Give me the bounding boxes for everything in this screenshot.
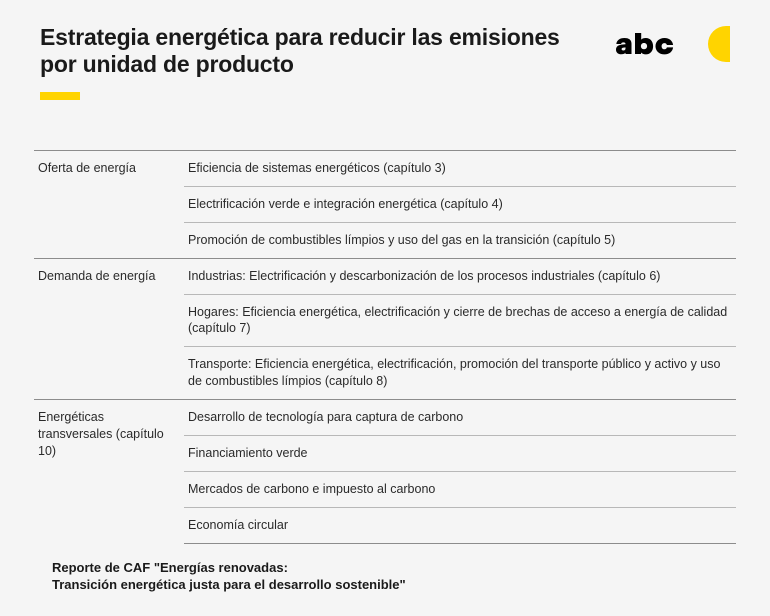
brand-logo — [616, 26, 730, 62]
item-cell: Transporte: Eficiencia energética, elect… — [184, 347, 736, 400]
item-cell: Industrias: Electrificación y descarboni… — [184, 258, 736, 294]
table-body: Oferta de energía Eficiencia de sistemas… — [34, 151, 736, 544]
item-cell: Desarrollo de tecnología para captura de… — [184, 400, 736, 436]
table-row: Oferta de energía Eficiencia de sistemas… — [34, 151, 736, 187]
page-title: Estrategia energética para reducir las e… — [40, 24, 590, 78]
source-line-1: Reporte de CAF "Energías renovadas: — [52, 559, 730, 577]
item-cell: Mercados de carbono e impuesto al carbon… — [184, 471, 736, 507]
item-cell: Promoción de combustibles límpios y uso … — [184, 222, 736, 258]
title-block: Estrategia energética para reducir las e… — [40, 24, 590, 100]
accent-bar — [40, 92, 80, 100]
item-cell: Eficiencia de sistemas energéticos (capí… — [184, 151, 736, 187]
category-cell: Demanda de energía — [34, 258, 184, 399]
category-cell: Energéticas transversales (capítulo 10) — [34, 400, 184, 544]
category-cell: Oferta de energía — [34, 151, 184, 259]
source-line-2: Transición energética justa para el desa… — [52, 576, 730, 594]
abc-logo-icon — [616, 30, 702, 58]
item-cell: Financiamiento verde — [184, 435, 736, 471]
table-row: Demanda de energía Industrias: Electrifi… — [34, 258, 736, 294]
infographic-canvas: Estrategia energética para reducir las e… — [0, 0, 770, 616]
header: Estrategia energética para reducir las e… — [40, 24, 730, 100]
item-cell: Economía circular — [184, 507, 736, 543]
footer: Reporte de CAF "Energías renovadas: Tran… — [52, 559, 730, 594]
item-cell: Electrificación verde e integración ener… — [184, 186, 736, 222]
item-cell: Hogares: Eficiencia energética, electrif… — [184, 294, 736, 347]
strategy-table: Oferta de energía Eficiencia de sistemas… — [34, 150, 736, 544]
logo-yellow-dot-icon — [708, 26, 730, 62]
table: Oferta de energía Eficiencia de sistemas… — [34, 150, 736, 544]
table-row: Energéticas transversales (capítulo 10) … — [34, 400, 736, 436]
